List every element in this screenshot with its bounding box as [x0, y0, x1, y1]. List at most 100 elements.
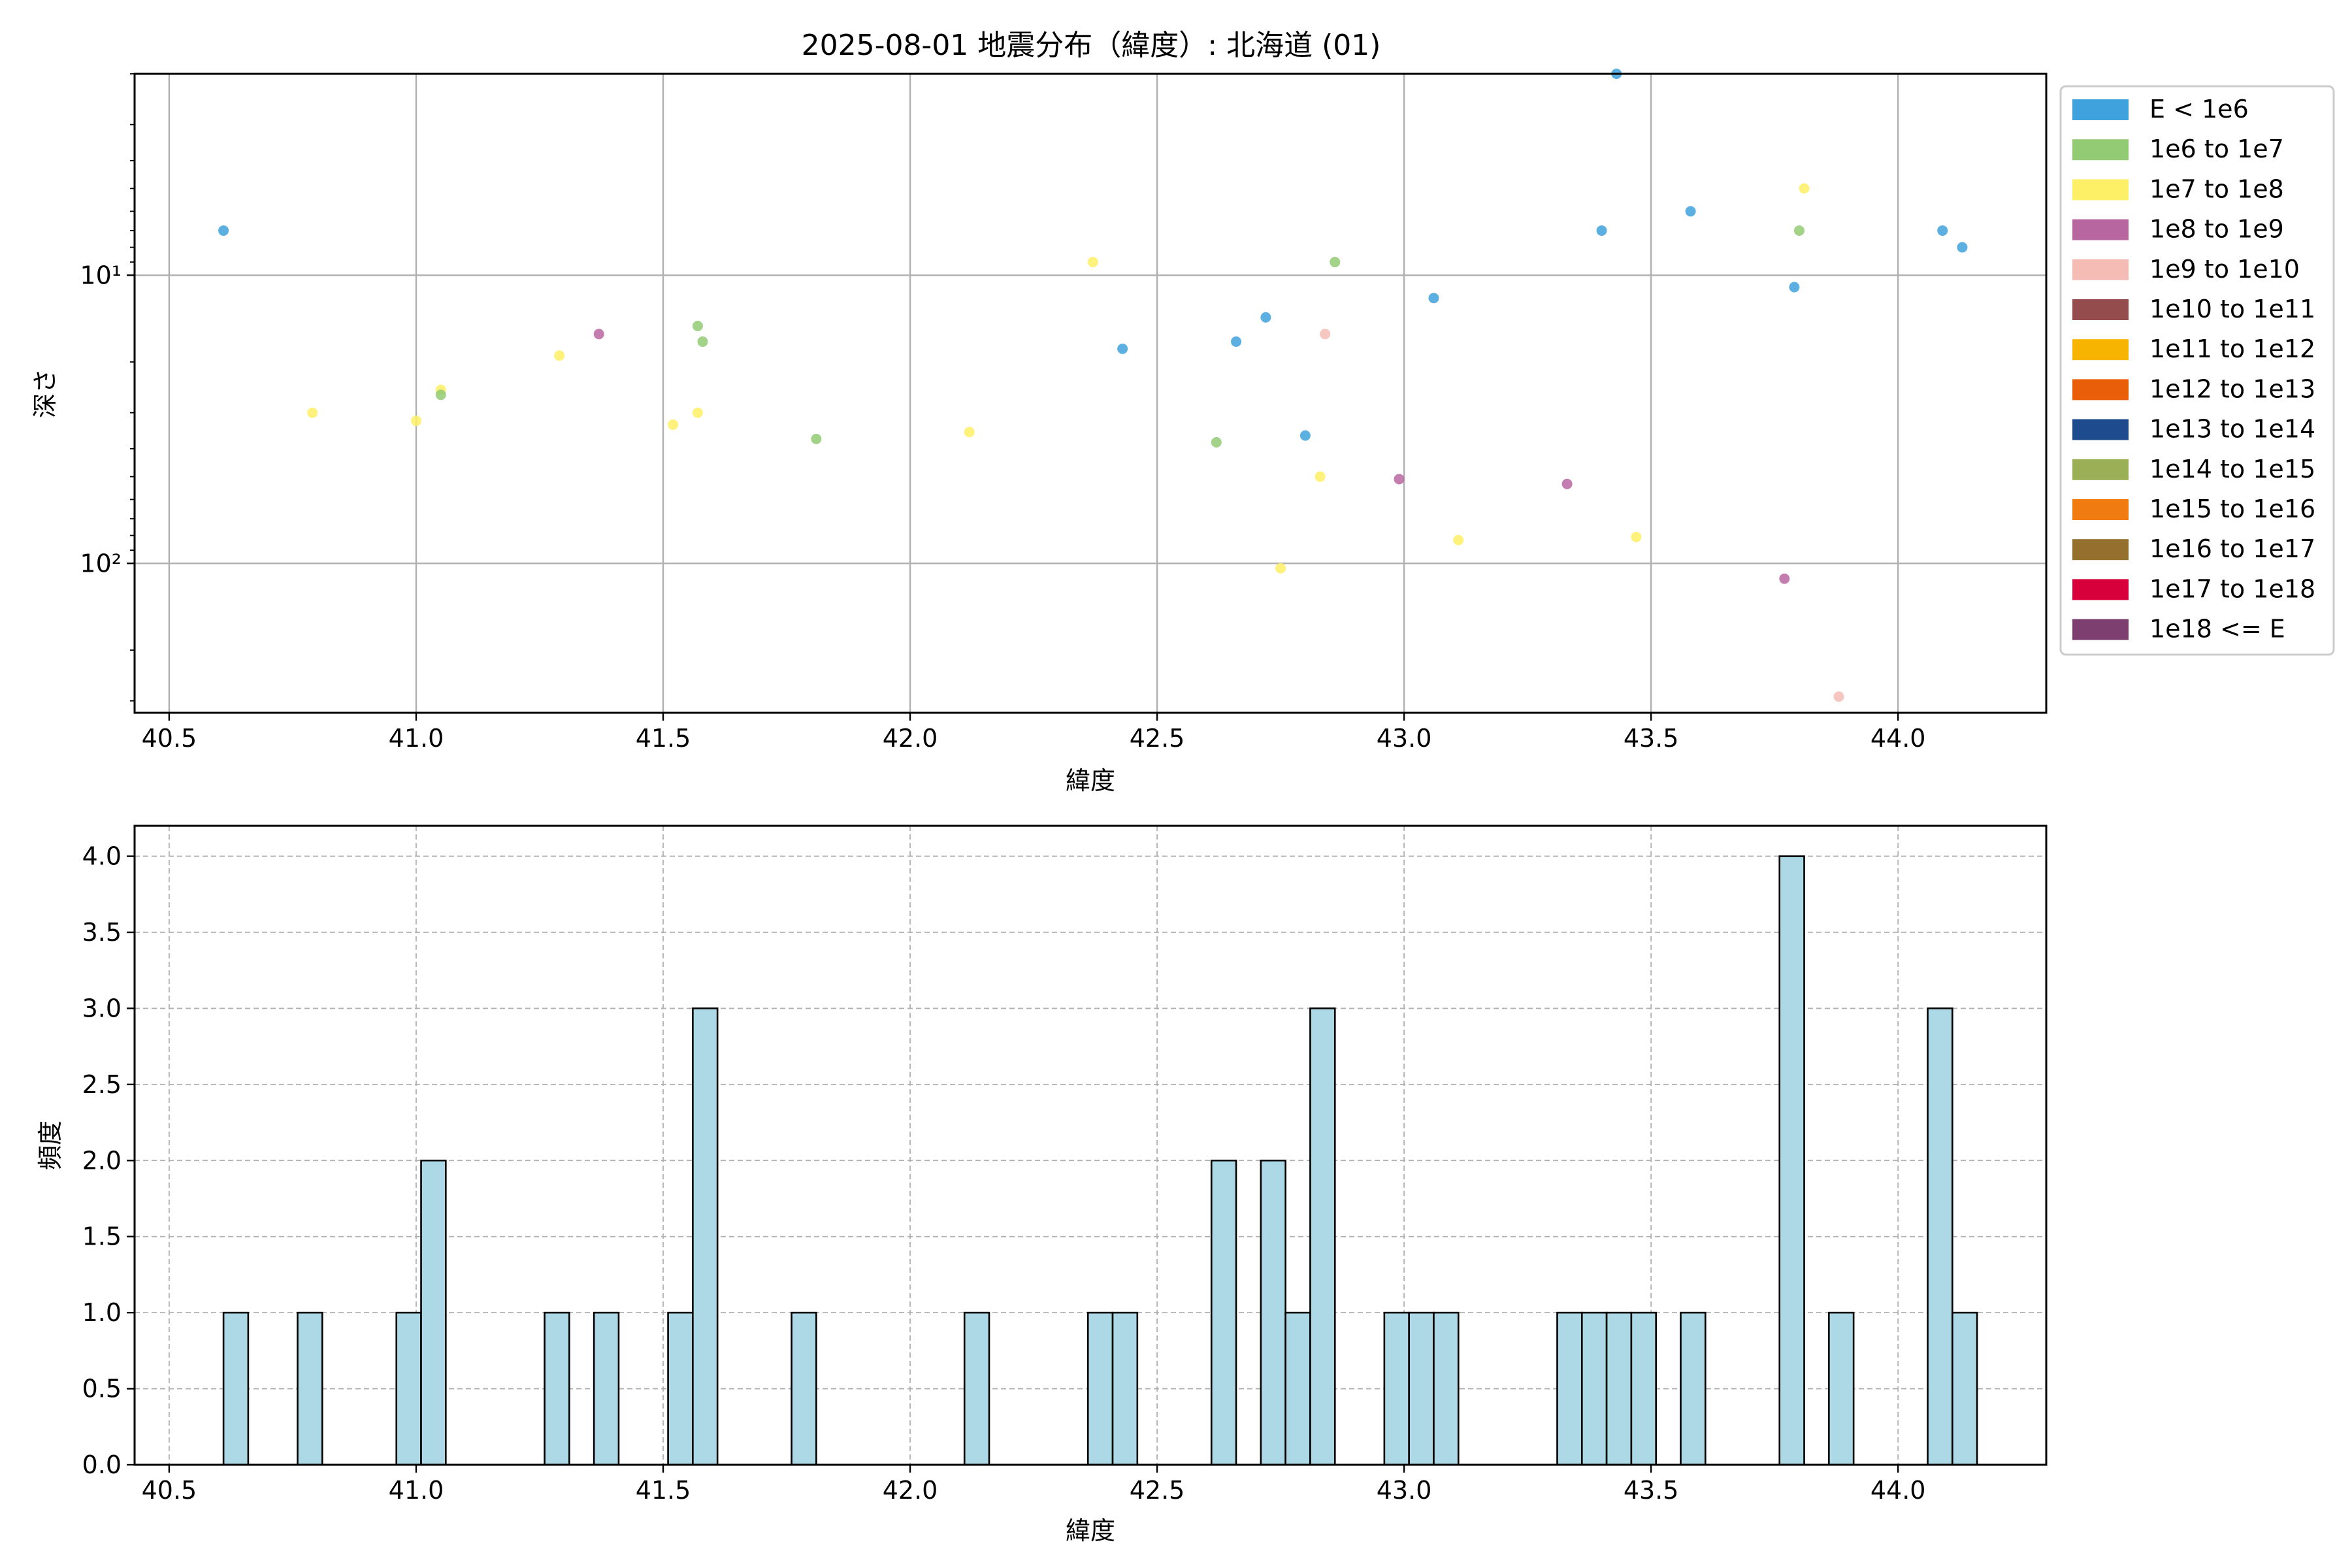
scatter-point [1789, 282, 1800, 293]
histogram-y-tick-label: 1.0 [82, 1298, 122, 1327]
legend-swatch [2072, 539, 2129, 561]
histogram-bar [1580, 1311, 1608, 1466]
histogram-bar [791, 1311, 817, 1466]
legend-label: 1e8 to 1e9 [2149, 215, 2284, 244]
histogram-y-tick-label: 2.0 [82, 1146, 122, 1175]
scatter-grid [135, 74, 2046, 713]
legend-label: 1e17 to 1e18 [2149, 574, 2315, 603]
scatter-point [1275, 563, 1286, 574]
legend-swatch [2072, 99, 2129, 120]
scatter-y-axis: 10¹ 10² [80, 73, 135, 702]
legend-swatch [2072, 499, 2129, 520]
scatter-x-tick-label: 42.5 [1130, 724, 1185, 753]
histogram-panel: 40.5 41.0 41.5 42.0 42.5 43.0 43.5 44.0 0.0 0.5 1… [36, 825, 2048, 1545]
legend-label: 1e10 to 1e11 [2149, 295, 2315, 323]
legend-swatch [2072, 379, 2129, 400]
histogram-bar [1927, 1007, 1953, 1466]
scatter-axes-frame [133, 73, 2048, 714]
scatter-point [435, 389, 446, 400]
histogram-x-axis: 40.5 41.0 41.5 42.0 42.5 43.0 43.5 44.0 [142, 1465, 1925, 1505]
histogram-bar [1210, 1159, 1237, 1466]
scatter-point [692, 407, 703, 418]
histogram-bar [1408, 1311, 1435, 1466]
histogram-bar [1680, 1311, 1707, 1466]
histogram-y-tick-label: 0.0 [82, 1450, 122, 1479]
scatter-point [593, 329, 604, 340]
scatter-point [307, 407, 318, 418]
scatter-point [1330, 257, 1341, 268]
histogram-bar [1433, 1311, 1460, 1466]
scatter-point [1087, 257, 1098, 268]
scatter-point [1779, 573, 1790, 584]
histogram-x-tick-label: 43.0 [1377, 1476, 1432, 1505]
legend-label: 1e14 to 1e15 [2149, 455, 2315, 483]
legend: E < 1e6 1e6 to 1e7 1e7 to 1e8 1e8 to 1e9 1e9… [2059, 85, 2335, 656]
histogram-bar [1086, 1311, 1114, 1466]
histogram-bar [1111, 1311, 1139, 1466]
scatter-point [1299, 430, 1311, 441]
scatter-point [1453, 534, 1464, 546]
histogram-bar [963, 1311, 990, 1466]
histogram-y-label: 頻度 [36, 1120, 65, 1170]
legend-swatch [2072, 299, 2129, 320]
histogram-bar [1309, 1007, 1336, 1466]
histogram-bar [1260, 1159, 1286, 1466]
scatter-point [1833, 691, 1844, 702]
histogram-y-axis: 0.0 0.5 1.0 1.5 2.0 2.5 3.0 3.5 4.0 [82, 842, 135, 1479]
histogram-bar [420, 1159, 447, 1466]
histogram-y-tick-label: 4.0 [82, 842, 122, 871]
legend-swatch [2072, 619, 2129, 640]
scatter-point [692, 320, 703, 331]
scatter-x-label: 緯度 [1066, 766, 1115, 795]
scatter-point [1793, 225, 1805, 236]
scatter-x-tick-label: 40.5 [142, 724, 197, 753]
histogram-x-label: 緯度 [1066, 1516, 1115, 1545]
scatter-y-tick-label: 10¹ [80, 261, 122, 289]
scatter-x-tick-label: 42.0 [883, 724, 938, 753]
scatter-point [1957, 242, 1968, 253]
scatter-point [410, 416, 421, 427]
scatter-y-label: 深さ [31, 368, 59, 418]
scatter-point [1315, 471, 1326, 482]
histogram-grid [135, 826, 2046, 1465]
scatter-point [1211, 436, 1222, 448]
histogram-bars [222, 855, 1978, 1466]
scatter-point [1260, 312, 1271, 323]
legend-label: 1e16 to 1e17 [2149, 534, 2315, 563]
histogram-bar [395, 1311, 422, 1466]
histogram-bar [667, 1311, 694, 1466]
scatter-point [1561, 478, 1573, 489]
scatter-point [1799, 183, 1810, 194]
histogram-x-tick-label: 40.5 [142, 1476, 197, 1505]
scatter-point [1117, 343, 1128, 354]
histogram-bar [297, 1311, 323, 1466]
histogram-y-tick-label: 2.5 [82, 1070, 122, 1099]
legend-label: 1e11 to 1e12 [2149, 335, 2315, 363]
legend-swatch [2072, 579, 2129, 600]
scatter-point [1428, 293, 1439, 304]
histogram-x-tick-label: 42.0 [883, 1476, 938, 1505]
scatter-point [1320, 329, 1331, 340]
scatter-panel: 40.5 41.0 41.5 42.0 42.5 43.0 43.5 44.0 10¹10² … [31, 69, 2048, 795]
histogram-bar [1952, 1311, 1978, 1466]
scatter-x-tick-label: 41.0 [389, 724, 444, 753]
scatter-x-tick-label: 43.5 [1624, 724, 1679, 753]
legend-swatch [2072, 179, 2129, 201]
histogram-y-tick-label: 1.5 [82, 1222, 122, 1251]
histogram-x-tick-label: 41.0 [389, 1476, 444, 1505]
scatter-point [1937, 225, 1948, 236]
histogram-x-tick-label: 41.5 [636, 1476, 691, 1505]
scatter-y-tick-label: 10² [80, 549, 122, 578]
scatter-point [1231, 336, 1242, 347]
histogram-y-tick-label: 3.5 [82, 918, 122, 947]
histogram-bar [593, 1311, 620, 1466]
histogram-bar [222, 1311, 250, 1466]
legend-swatch [2072, 139, 2129, 161]
scatter-point [1631, 531, 1642, 542]
scatter-point [668, 419, 679, 430]
histogram-bar [1630, 1311, 1658, 1466]
histogram-bar [1284, 1311, 1311, 1466]
histogram-bar [1383, 1311, 1410, 1466]
histogram-bar [1778, 855, 1805, 1466]
scatter-point [1596, 225, 1607, 236]
